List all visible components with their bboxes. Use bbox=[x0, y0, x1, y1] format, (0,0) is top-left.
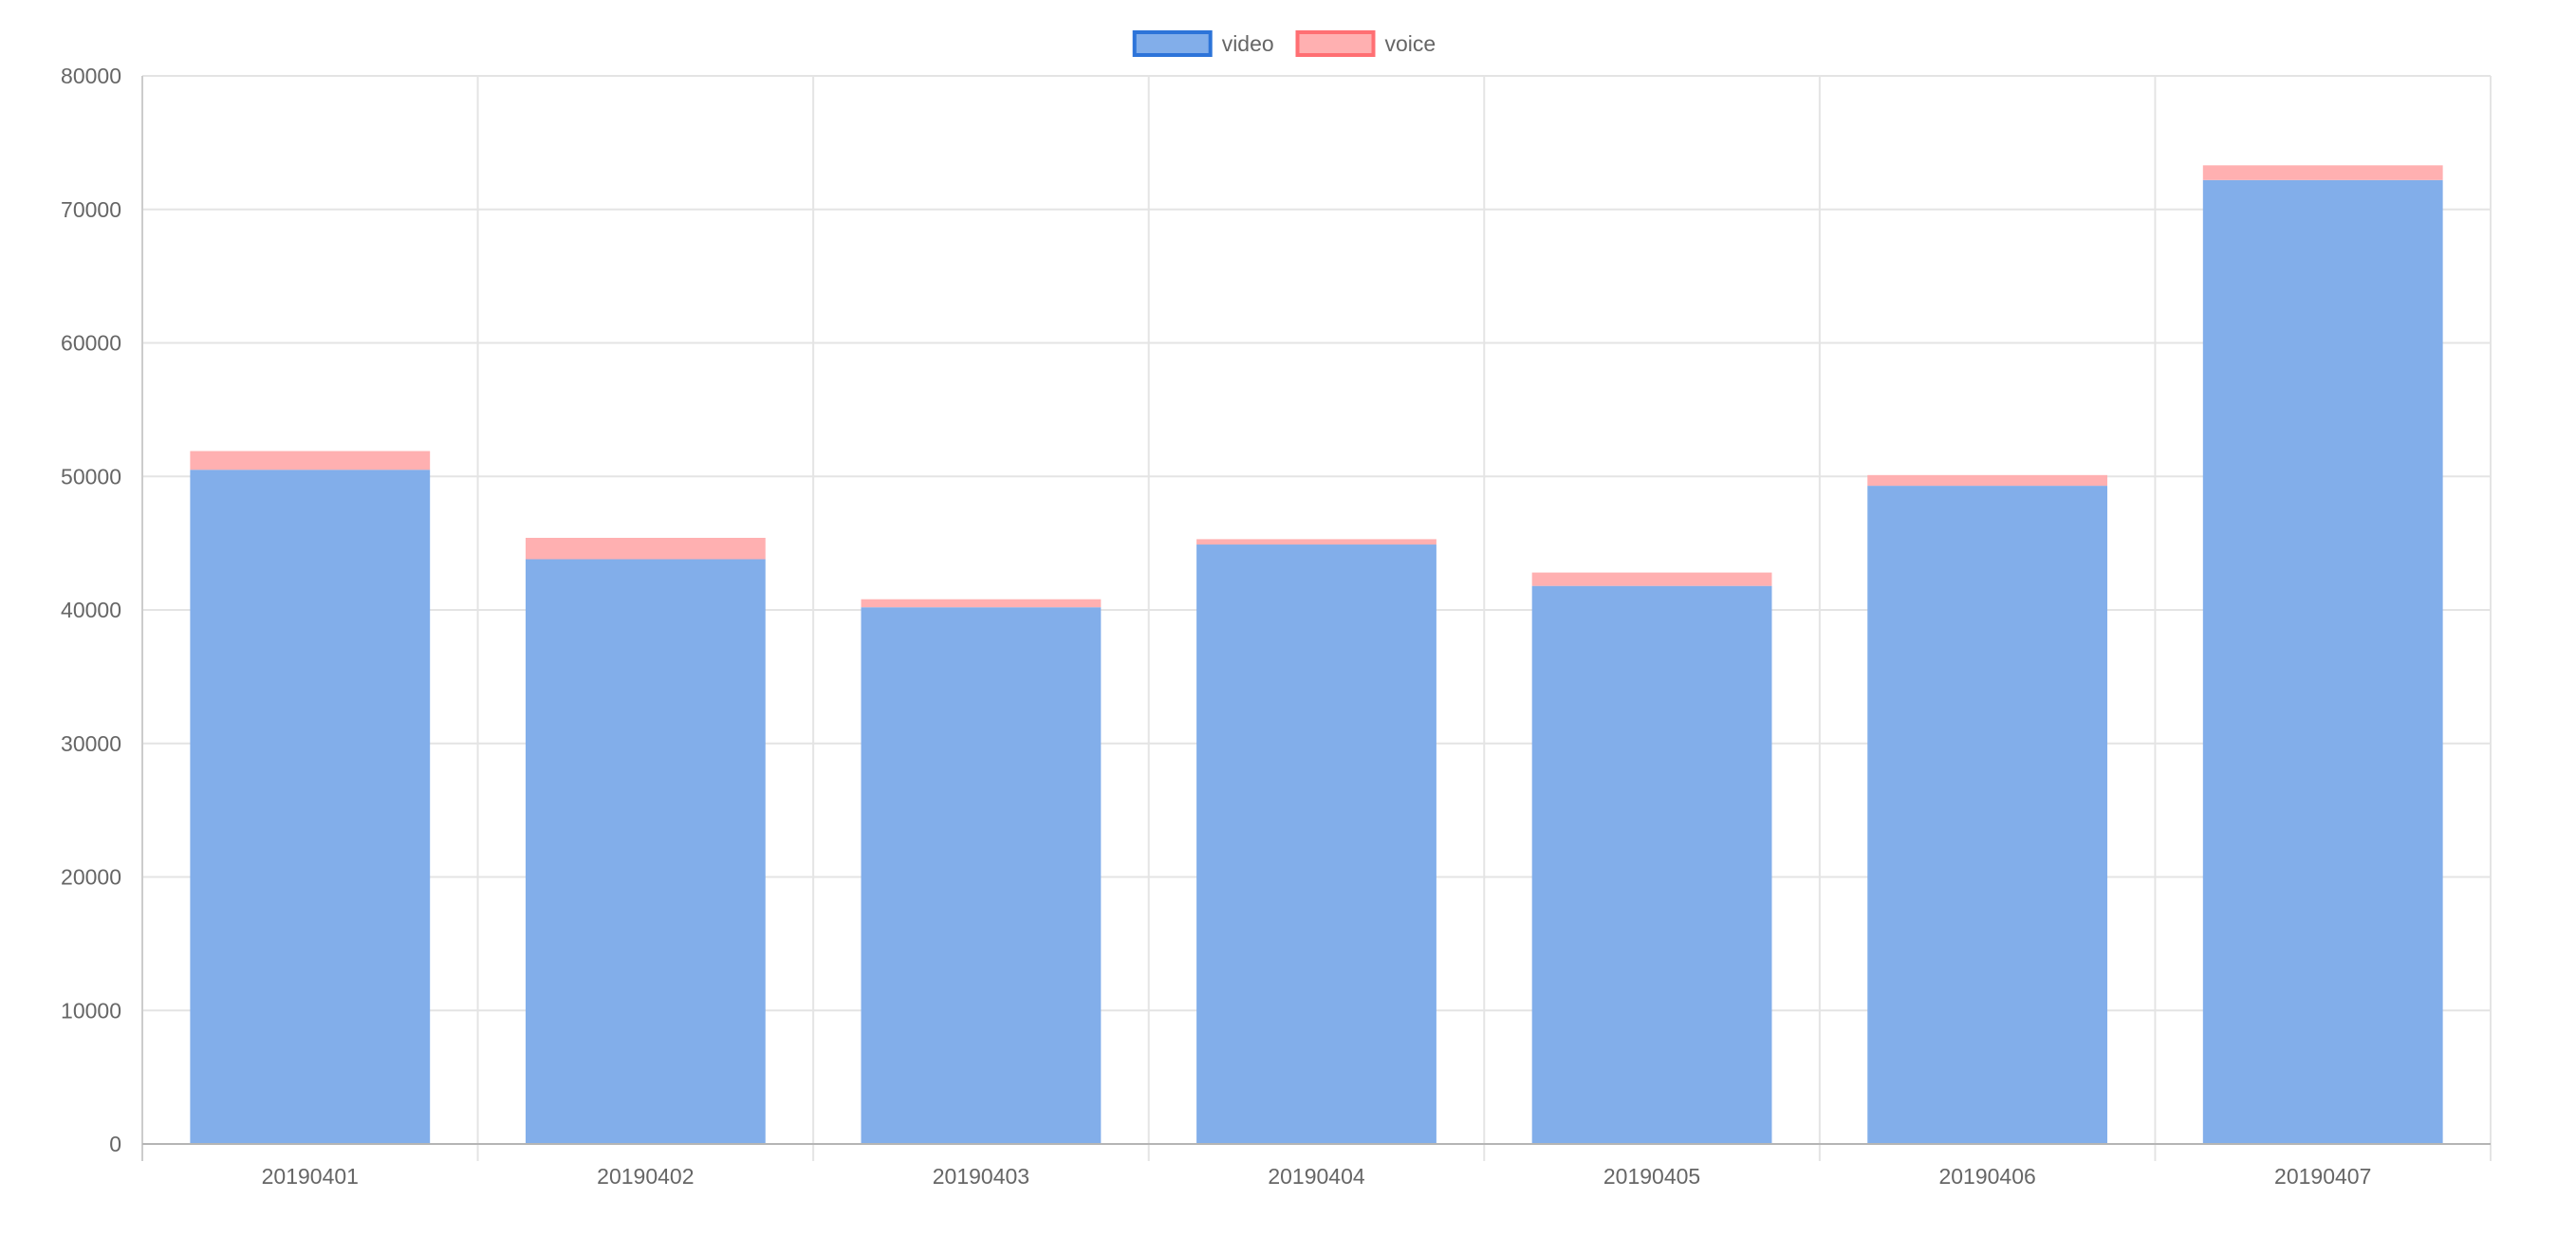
bar-voice bbox=[1531, 572, 1772, 586]
bar-video bbox=[1531, 585, 1772, 1144]
bar-video bbox=[861, 607, 1102, 1144]
x-tick-label: 20190403 bbox=[933, 1164, 1029, 1189]
bar-voice bbox=[861, 599, 1102, 608]
bar-voice bbox=[1196, 539, 1436, 545]
y-tick-label: 0 bbox=[109, 1132, 121, 1156]
y-tick-label: 80000 bbox=[61, 64, 121, 88]
bar-layer bbox=[190, 165, 2443, 1144]
legend: video voice bbox=[1132, 30, 1436, 57]
bar-voice bbox=[525, 537, 766, 560]
bar-video bbox=[190, 470, 431, 1144]
x-tick-label: 20190401 bbox=[262, 1164, 359, 1189]
y-tick-label: 10000 bbox=[61, 998, 121, 1023]
bar-voice bbox=[190, 451, 431, 470]
bar-video bbox=[525, 559, 766, 1144]
x-tick-label: 20190404 bbox=[1268, 1164, 1365, 1189]
legend-swatch-video bbox=[1132, 30, 1213, 57]
bar-voice bbox=[1867, 474, 2108, 487]
bar-video bbox=[1867, 486, 2108, 1144]
y-tick-label: 30000 bbox=[61, 731, 121, 756]
bar-video bbox=[2202, 179, 2443, 1144]
y-tick-label: 40000 bbox=[61, 598, 121, 622]
legend-label-video: video bbox=[1222, 31, 1274, 56]
legend-swatch-voice bbox=[1295, 30, 1376, 57]
y-tick-label: 20000 bbox=[61, 865, 121, 890]
bar-voice bbox=[2202, 165, 2443, 180]
x-tick-label: 20190402 bbox=[597, 1164, 694, 1189]
bar-video bbox=[1196, 544, 1436, 1144]
axis-layer: 0 10000 20000 30000 40000 50000 60000 70000 8000… bbox=[61, 64, 2491, 1189]
legend-label-voice: voice bbox=[1385, 31, 1436, 56]
y-tick-label: 70000 bbox=[61, 197, 121, 222]
y-tick-label: 50000 bbox=[61, 464, 121, 489]
x-tick-label: 20190407 bbox=[2274, 1164, 2371, 1189]
x-tick-label: 20190406 bbox=[1938, 1164, 2035, 1189]
x-tick-label: 20190405 bbox=[1603, 1164, 1700, 1189]
y-tick-label: 60000 bbox=[61, 331, 121, 356]
